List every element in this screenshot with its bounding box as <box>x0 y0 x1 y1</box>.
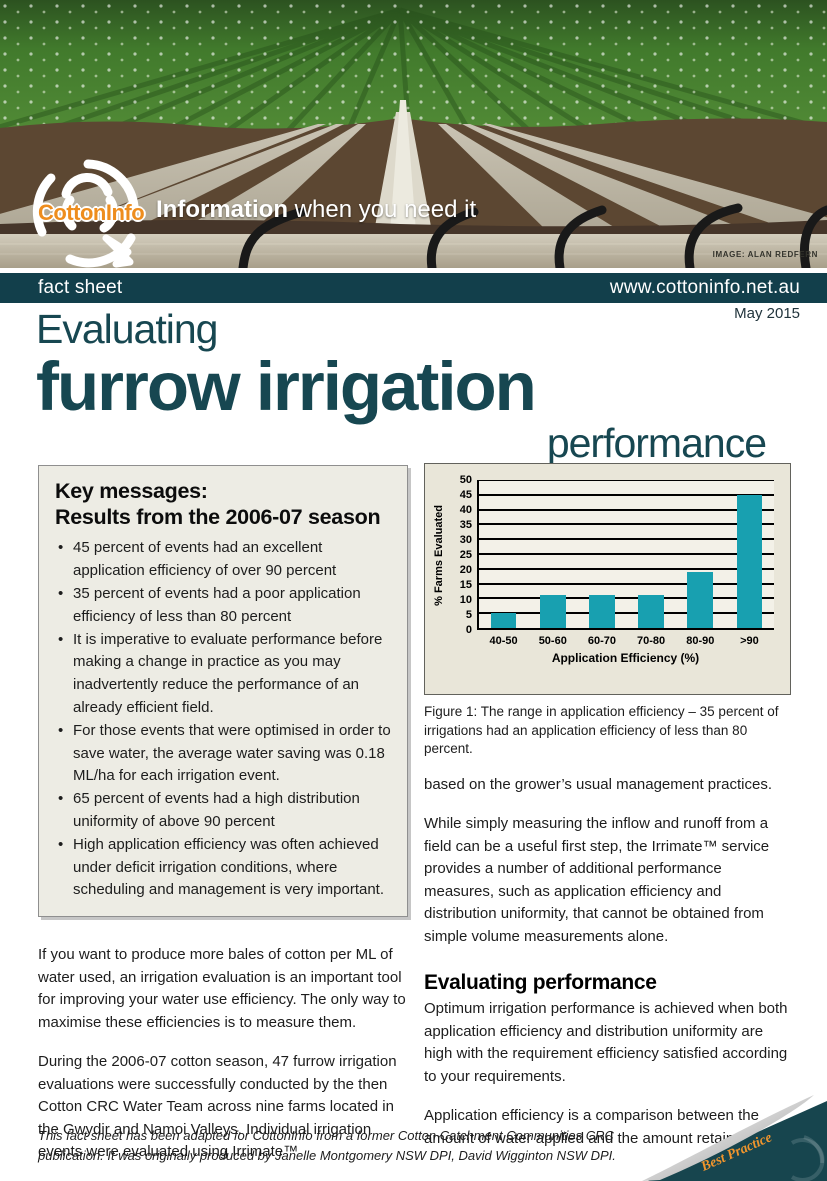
gridline <box>479 480 774 481</box>
topbar-website-url[interactable]: www.cottoninfo.net.au <box>609 277 800 298</box>
gridline <box>479 553 774 555</box>
key-messages-heading: Key messages: Results from the 2006-07 s… <box>55 478 395 530</box>
gridline <box>479 597 774 600</box>
bar-80-90 <box>687 571 714 628</box>
bar-slot <box>577 480 626 628</box>
page-curl: Best Practice <box>642 1093 827 1181</box>
key-message-item: It is imperative to evaluate performance… <box>58 629 395 720</box>
y-tick-label: 35 <box>459 519 472 531</box>
left-column: Key messages: Results from the 2006-07 s… <box>38 465 408 1181</box>
footer-note: This fact sheet has been adapted for Cot… <box>38 1128 616 1164</box>
gridline <box>479 538 774 541</box>
bar-slot <box>479 480 528 628</box>
y-axis-title: % Farms Evaluated <box>433 504 445 606</box>
chart-grid: % Farms Evaluated 0 5 10 15 20 25 30 35 40 45 50 <box>431 474 774 636</box>
bar-slot <box>725 480 774 628</box>
cottoninfo-logo-icon <box>32 159 139 268</box>
bar-40-50 <box>490 613 517 628</box>
gridline <box>479 612 774 615</box>
title-line-2: furrow irrigation <box>36 348 537 425</box>
figure-1-chart: % Farms Evaluated 0 5 10 15 20 25 30 35 40 45 50 4… <box>424 463 791 695</box>
bar-slot <box>528 480 577 628</box>
y-tick-label: 25 <box>459 549 472 561</box>
tagline-bold: Information <box>156 196 288 223</box>
bar->90 <box>736 494 763 628</box>
y-tick-label: 40 <box>459 504 472 516</box>
page-title: Evaluating furrow irrigation performance <box>36 306 767 466</box>
x-tick-label: >90 <box>740 635 759 647</box>
gridline <box>479 567 774 570</box>
right-column: % Farms Evaluated 0 5 10 15 20 25 30 35 40 45 50 4… <box>424 463 791 1167</box>
page-curl-graphic <box>642 1095 827 1181</box>
gridline <box>479 493 774 496</box>
gridline <box>479 582 774 585</box>
cottoninfo-logo-text: CottonInfo <box>38 200 145 225</box>
body-paragraph: Optimum irrigation performance is achiev… <box>424 1000 788 1085</box>
x-axis-title: Application Efficiency (%) <box>551 651 700 665</box>
x-tick-label: 70-80 <box>637 635 666 647</box>
header-photo: CottonInfo Information when you need it … <box>0 0 827 268</box>
body-paragraph: Application efficiency is a comparison b… <box>424 1107 759 1147</box>
y-tick-label: 50 <box>459 474 472 486</box>
image-credit: IMAGE: ALAN REDFERN <box>712 250 818 259</box>
body-paragraph: based on the grower’s usual management p… <box>424 775 772 793</box>
y-tick-label: 15 <box>459 579 472 591</box>
date-label: May 2015 <box>734 305 800 322</box>
x-axis-ticks-row: 40-50 50-60 60-70 70-80 80-90 >90 <box>431 630 774 647</box>
chart-gridlines <box>479 480 774 628</box>
figure-caption: Figure 1: The range in application effic… <box>424 704 779 757</box>
key-messages-list: 45 percent of events had an excellent ap… <box>55 537 395 902</box>
topbar: fact sheet www.cottoninfo.net.au <box>0 273 827 303</box>
key-message-item: 65 percent of events had a high distribu… <box>58 788 395 834</box>
tagline-rest: when you need it <box>288 196 477 223</box>
y-tick-label: 30 <box>459 534 472 546</box>
section-heading-evaluating-performance: Evaluating performance <box>424 971 657 995</box>
y-tick-label: 20 <box>459 564 472 576</box>
key-messages-box: Key messages: Results from the 2006-07 s… <box>38 465 408 918</box>
furrow-irrigation-photo <box>0 0 827 268</box>
bar-50-60 <box>539 595 566 628</box>
bar-60-70 <box>589 595 615 628</box>
x-axis-ticks: 40-50 50-60 60-70 70-80 80-90 >90 <box>477 630 774 647</box>
body-paragraph: While simply measuring the inflow and ru… <box>424 815 770 945</box>
y-tick-label: 45 <box>459 489 472 501</box>
key-message-item: High application efficiency was often ac… <box>58 834 395 902</box>
chart-plot <box>477 480 774 630</box>
key-message-item: For those events that were optimised in … <box>58 720 395 788</box>
y-axis-title-wrap: % Farms Evaluated <box>431 480 447 630</box>
title-line-3: performance <box>546 419 767 466</box>
x-tick-label: 40-50 <box>489 635 518 647</box>
bar-70-80 <box>638 595 664 628</box>
tagline: Information when you need it <box>156 196 476 224</box>
key-message-item: 45 percent of events had an excellent ap… <box>58 537 395 583</box>
x-tick-label: 60-70 <box>587 635 616 647</box>
bar-slot <box>676 480 725 628</box>
y-tick-label: 0 <box>465 624 472 636</box>
y-tick-label: 5 <box>465 609 472 621</box>
topbar-factsheet-label: fact sheet <box>38 277 123 298</box>
gridline <box>479 523 774 526</box>
gridline <box>479 508 774 511</box>
key-message-item: 35 percent of events had a poor applicat… <box>58 583 395 629</box>
title-line-1: Evaluating <box>36 306 218 352</box>
body-paragraph: During the 2006-07 cotton season, 47 fur… <box>38 1053 397 1161</box>
bar-slot <box>627 480 676 628</box>
x-tick-label: 80-90 <box>686 635 715 647</box>
key-messages-heading-line2: Results from the 2006-07 season <box>55 505 381 530</box>
y-tick-label: 10 <box>459 594 472 606</box>
chart-bars <box>479 480 774 628</box>
x-tick-label: 50-60 <box>538 635 567 647</box>
key-messages-heading-line1: Key messages: <box>55 479 208 503</box>
body-paragraph: If you want to produce more bales of cot… <box>38 946 406 1031</box>
y-axis-ticks: 0 5 10 15 20 25 30 35 40 45 50 <box>447 474 477 636</box>
